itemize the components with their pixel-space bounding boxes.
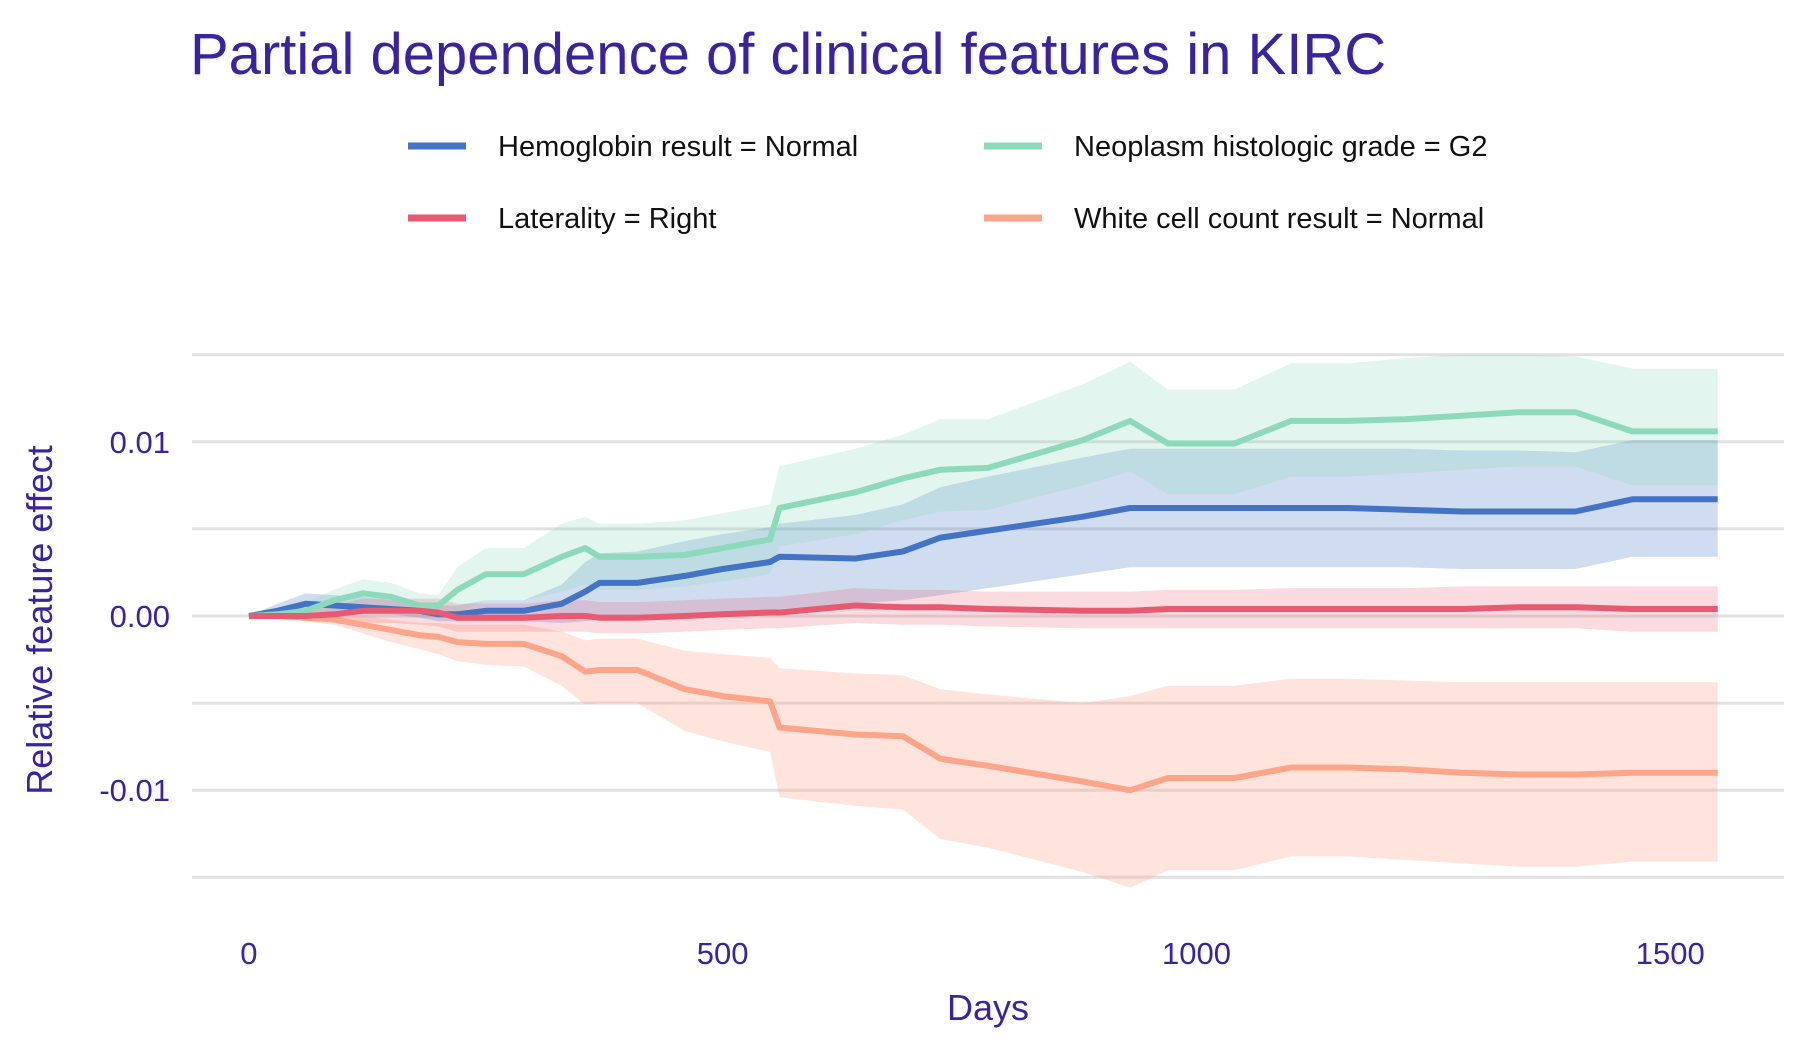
series-line-laterality-right xyxy=(248,602,1718,621)
y-tick-label: 0.00 xyxy=(110,599,170,634)
x-axis-ticks: 0 500 1000 1500 xyxy=(240,936,1705,971)
chart-title: Partial dependence of clinical features … xyxy=(190,22,1386,87)
series-line-neoplasm-histologic-grade-g2 xyxy=(248,409,1718,619)
x-tick-label: 0 xyxy=(240,936,257,971)
x-tick-label: 500 xyxy=(697,936,749,971)
y-axis-title: Relative feature effect xyxy=(19,445,60,795)
legend-label: Laterality = Right xyxy=(498,203,716,235)
x-axis-title: Days xyxy=(947,987,1029,1028)
legend-label: White cell count result = Normal xyxy=(1074,203,1484,235)
confidence-bands xyxy=(248,354,1718,888)
legend: Hemoglobin result = Normal Neoplasm histo… xyxy=(408,131,1487,235)
y-tick-label: 0.01 xyxy=(110,425,170,460)
series-lines xyxy=(248,409,1718,794)
legend-label: Hemoglobin result = Normal xyxy=(498,131,858,163)
band-white-cell-count-result-normal xyxy=(248,614,1718,888)
legend-label: Neoplasm histologic grade = G2 xyxy=(1074,131,1487,163)
x-tick-label: 1500 xyxy=(1636,936,1705,971)
y-tick-label: -0.01 xyxy=(99,773,170,808)
x-tick-label: 1000 xyxy=(1162,936,1231,971)
y-axis-ticks: -0.01 0.00 0.01 xyxy=(99,425,170,808)
series-line-white-cell-count-result-normal xyxy=(248,613,1718,794)
